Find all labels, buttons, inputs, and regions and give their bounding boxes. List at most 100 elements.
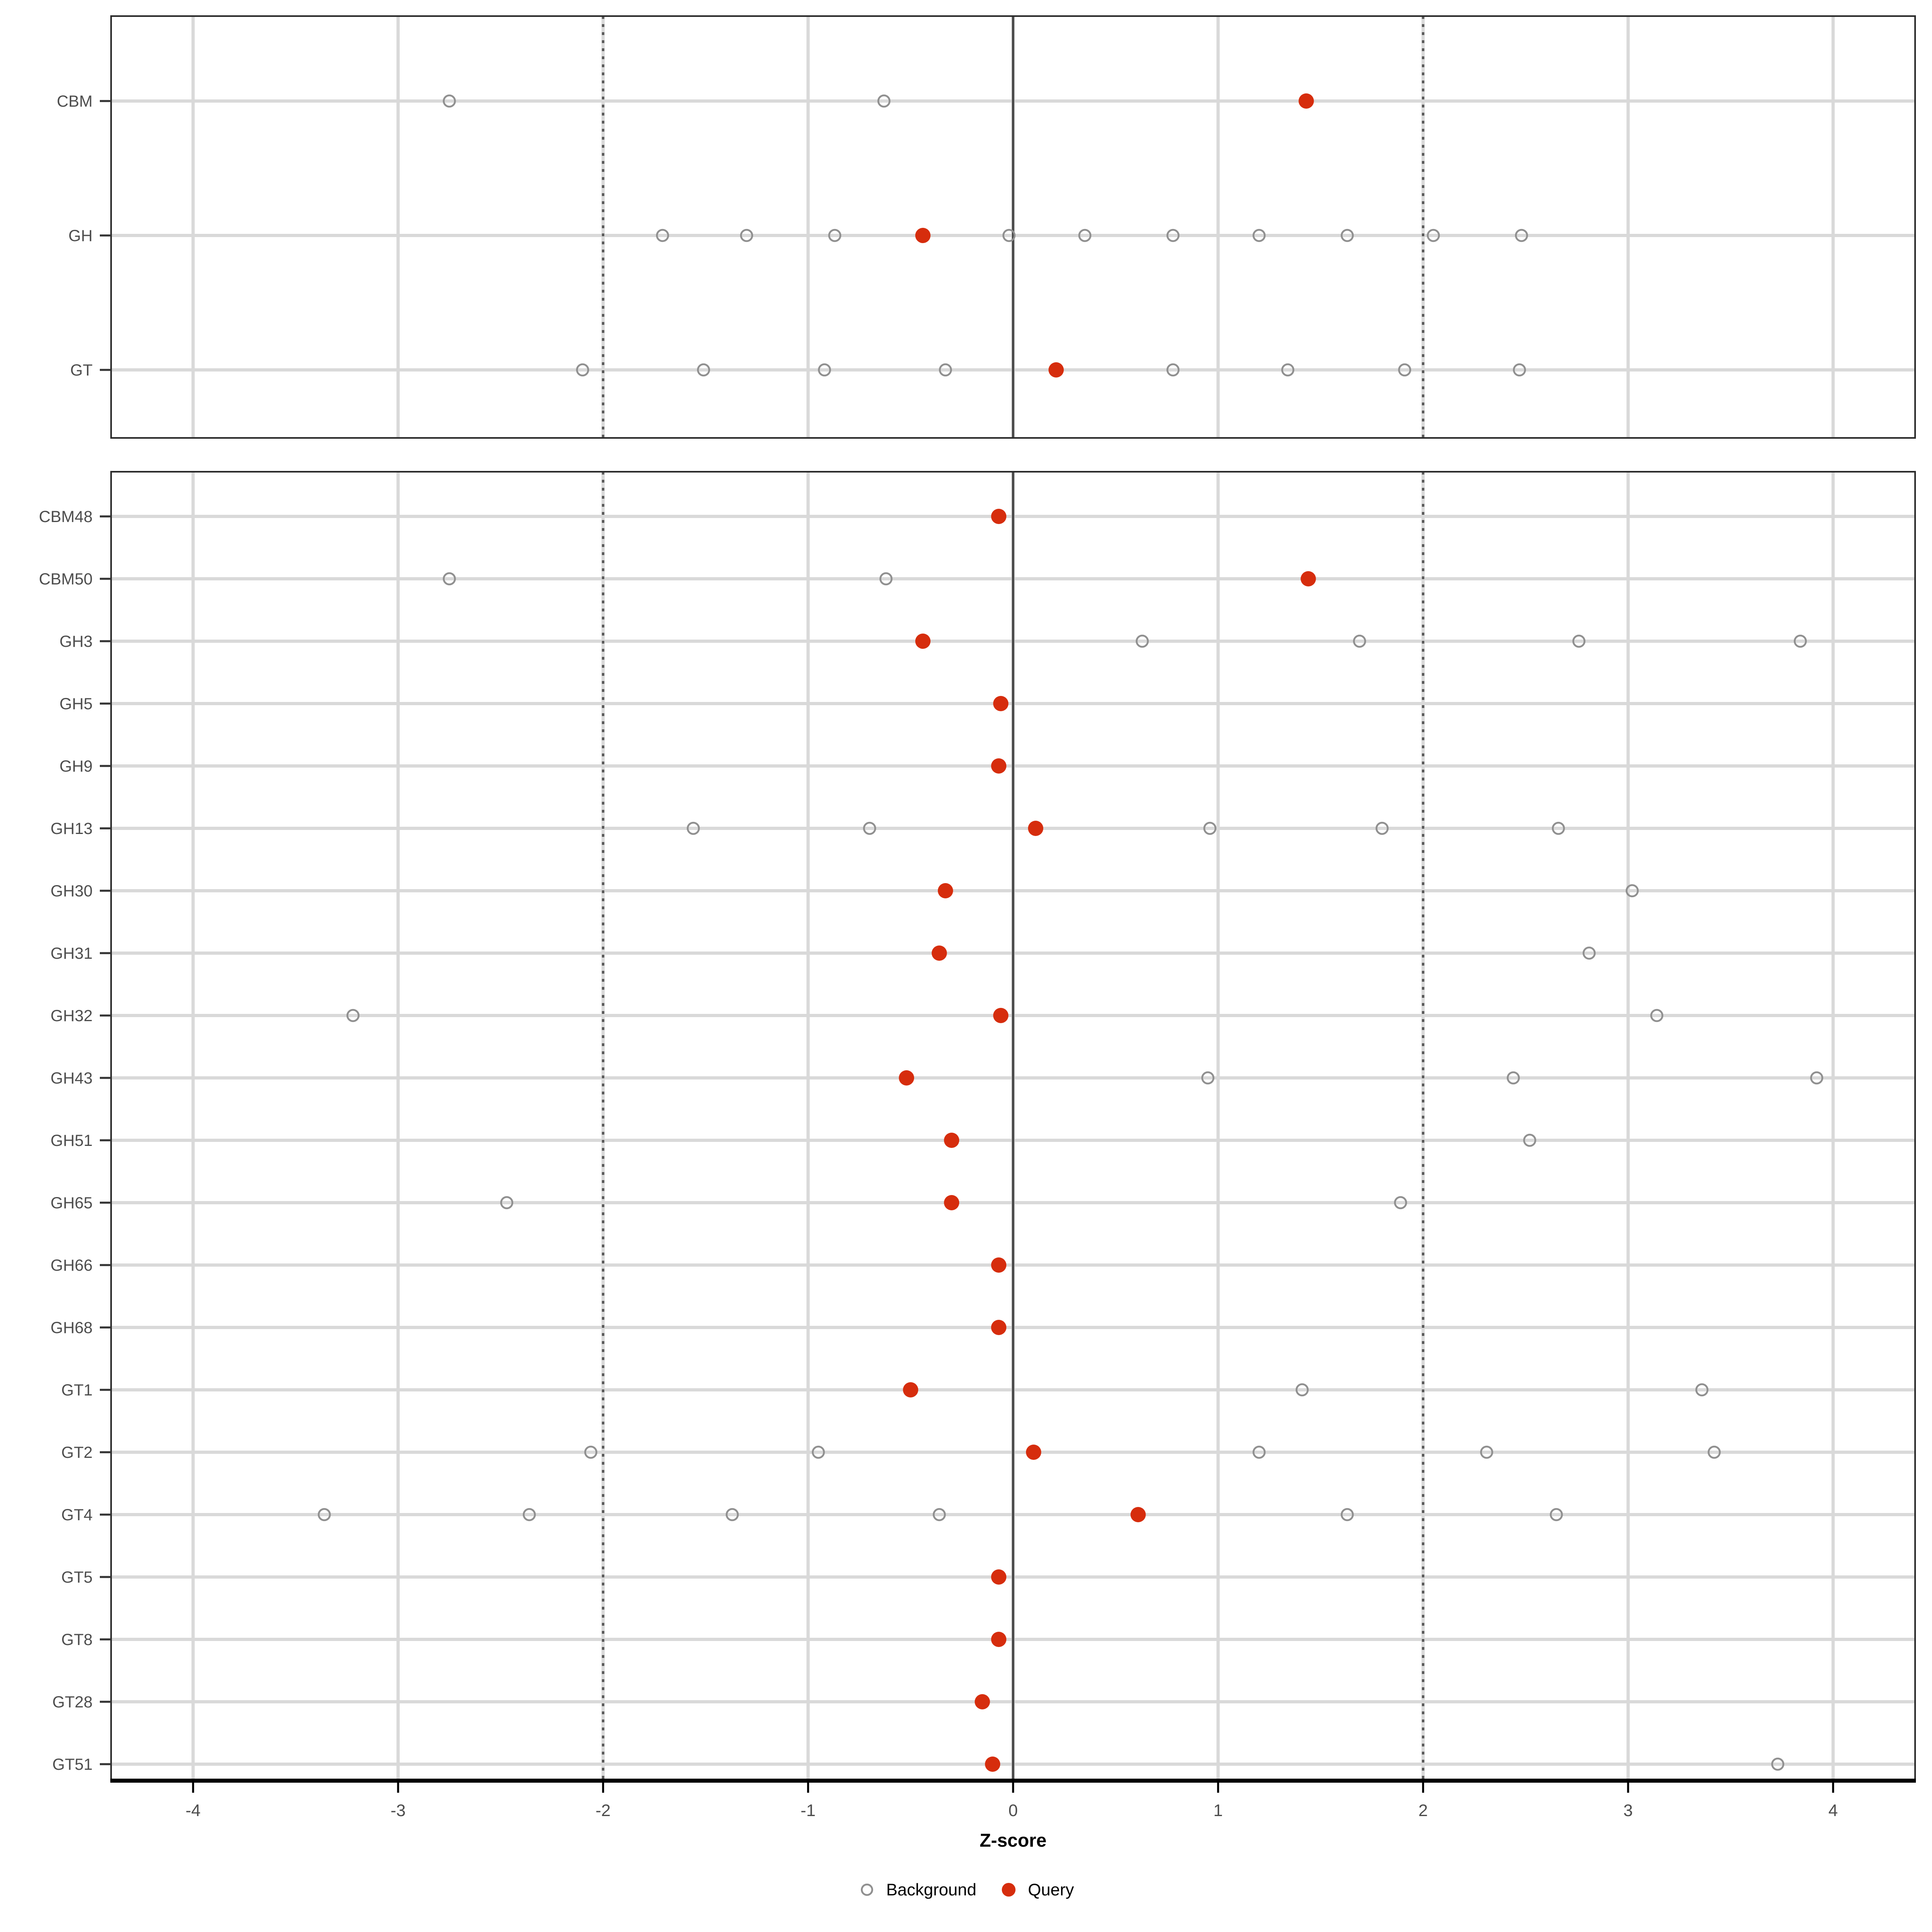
background-point: [939, 363, 952, 377]
legend-label-query: Query: [1028, 1880, 1074, 1899]
background-point: [1353, 634, 1366, 648]
background-marker-icon: [861, 1883, 873, 1896]
background-point: [1252, 1445, 1266, 1459]
legend-item-query: Query: [1000, 1880, 1074, 1899]
category-label: GH68: [51, 1319, 93, 1337]
x-tick-label: -3: [390, 1801, 405, 1820]
query-point: [1298, 93, 1314, 109]
query-point: [991, 509, 1007, 524]
query-point: [991, 758, 1007, 774]
background-point: [1281, 363, 1294, 377]
x-tick-label: -2: [596, 1801, 611, 1820]
background-point: [725, 1508, 739, 1521]
category-label: CBM48: [39, 508, 93, 526]
category-label: GH51: [51, 1132, 93, 1150]
background-point: [933, 1508, 946, 1521]
background-point: [346, 1009, 360, 1022]
background-point: [879, 572, 893, 586]
query-point: [1300, 571, 1316, 586]
category-label: GH30: [51, 882, 93, 900]
background-point: [1523, 1133, 1536, 1147]
background-point: [1507, 1071, 1520, 1085]
background-point: [1398, 363, 1412, 377]
x-tick-label: 2: [1418, 1801, 1428, 1820]
background-point: [818, 363, 831, 377]
query-point: [1130, 1507, 1146, 1522]
category-label: GT4: [61, 1506, 93, 1524]
category-label: GH: [68, 227, 93, 245]
background-point: [863, 822, 876, 835]
category-label: GH13: [51, 820, 93, 838]
background-point: [1550, 1508, 1563, 1521]
background-point: [584, 1445, 598, 1459]
category-label: GT5: [61, 1569, 93, 1586]
category-label: GH65: [51, 1194, 93, 1212]
query-point: [1026, 1445, 1041, 1460]
query-marker-icon: [1001, 1883, 1016, 1897]
background-point: [811, 1445, 825, 1459]
background-point: [1480, 1445, 1493, 1459]
background-point: [1650, 1009, 1664, 1022]
query-point: [915, 634, 931, 649]
background-point: [1707, 1445, 1721, 1459]
x-tick-label: -1: [801, 1801, 815, 1820]
query-point: [937, 883, 953, 898]
query-point: [944, 1133, 960, 1148]
background-point: [576, 363, 589, 377]
background-point: [877, 94, 891, 108]
background-point: [1794, 634, 1807, 648]
category-label: GH9: [60, 758, 93, 775]
background-point: [1375, 822, 1389, 835]
x-tick-label: 0: [1008, 1801, 1018, 1820]
category-label: CBM50: [39, 570, 93, 588]
x-tick-label: 4: [1829, 1801, 1838, 1820]
x-tick-label: 1: [1214, 1801, 1223, 1820]
background-point: [1340, 1508, 1354, 1521]
background-point: [1002, 229, 1016, 242]
category-label: CBM: [57, 93, 93, 110]
background-point: [443, 572, 456, 586]
background-point: [1166, 363, 1180, 377]
query-point: [991, 1320, 1007, 1335]
background-point: [1166, 229, 1180, 242]
query-point: [993, 696, 1009, 711]
background-point: [1513, 363, 1526, 377]
query-point: [974, 1694, 990, 1709]
background-point: [697, 363, 710, 377]
background-point: [1394, 1196, 1407, 1210]
background-point: [828, 229, 842, 242]
query-point: [931, 945, 947, 961]
panel-border: [110, 15, 1916, 439]
category-label: GH43: [51, 1069, 93, 1087]
query-point: [1048, 362, 1064, 378]
x-tick-label: 3: [1623, 1801, 1633, 1820]
legend-label-background: Background: [886, 1880, 976, 1899]
query-point: [993, 1008, 1009, 1023]
points-layer: [318, 93, 1823, 1772]
query-point: [899, 1070, 914, 1086]
x-axis-layer: CBM GH GT CBM48 CBM50 GH3 GH5 GH9 GH13 GH30 GH31 GH…: [39, 93, 1916, 1820]
category-label: GH5: [60, 695, 93, 713]
background-point: [1771, 1757, 1785, 1771]
background-point: [656, 229, 669, 242]
query-point: [991, 1257, 1007, 1273]
background-point: [1552, 822, 1565, 835]
category-label: GH31: [51, 945, 93, 962]
background-point: [1625, 884, 1639, 898]
legend-item-background: Background: [858, 1880, 976, 1899]
background-point: [1340, 229, 1354, 242]
category-label: GT2: [61, 1444, 93, 1461]
background-point: [1295, 1383, 1309, 1397]
category-label: GT8: [61, 1631, 93, 1649]
category-label: GH32: [51, 1007, 93, 1025]
reference-lines-layer: [602, 16, 1424, 1781]
category-label: GT28: [52, 1693, 93, 1711]
background-point: [1515, 229, 1528, 242]
background-point: [1252, 229, 1266, 242]
background-point: [318, 1508, 331, 1521]
category-label: GT: [70, 361, 93, 379]
x-axis-title: Z-score: [980, 1830, 1046, 1851]
query-point: [991, 1569, 1007, 1585]
background-point: [1203, 822, 1217, 835]
